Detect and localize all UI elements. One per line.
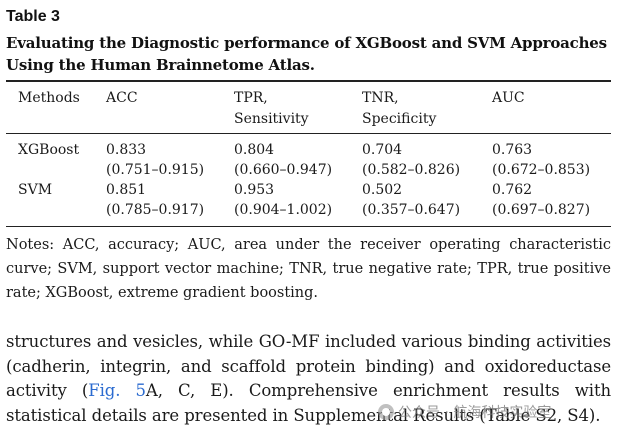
header-cell: Specificity [362,111,437,127]
ci-cell: (0.697–0.827) [492,202,591,218]
header-cell: Methods [18,90,80,106]
table-caption: Evaluating the Diagnostic performance of… [6,34,607,74]
header-cell: TPR, [234,90,268,106]
ci-cell: (0.751–0.915) [106,162,205,178]
table-bottom-rule [6,226,611,227]
method-cell: SVM [18,182,53,198]
ci-cell: (0.357–0.647) [362,202,461,218]
method-cell: XGBoost [18,142,80,158]
table-top-rule [6,80,611,82]
table-header-rule [6,133,611,134]
ci-cell: (0.904–1.002) [234,202,333,218]
header-cell: TNR, [362,90,399,106]
value-cell: 0.502 [362,182,403,198]
value-cell: 0.762 [492,182,533,198]
figure-link[interactable]: Fig. 5 [88,381,146,400]
body-paragraph: structures and vesicles, while GO-MF inc… [6,330,611,428]
ci-cell: (0.672–0.853) [492,162,591,178]
value-cell: 0.833 [106,142,147,158]
table-label: Table 3 [6,8,60,25]
value-cell: 0.953 [234,182,275,198]
watermark: 公众号 · 航海科技实验室 [378,402,551,422]
value-cell: 0.851 [106,182,147,198]
header-cell: ACC [106,90,138,106]
ci-cell: (0.785–0.917) [106,202,205,218]
header-cell: AUC [492,90,525,106]
ci-cell: (0.582–0.826) [362,162,461,178]
body-text-after-link: A, C, E). Comprehensive enrichment resul… [6,381,611,425]
value-cell: 0.763 [492,142,533,158]
header-cell: Sensitivity [234,111,309,127]
body-text-before-link: structures and vesicles, while GO-MF inc… [6,332,611,400]
value-cell: 0.804 [234,142,275,158]
wechat-icon [378,404,394,420]
table-notes: Notes: ACC, accuracy; AUC, area under th… [6,237,611,301]
watermark-text: 公众号 · 航海科技实验室 [398,405,552,421]
value-cell: 0.704 [362,142,403,158]
ci-cell: (0.660–0.947) [234,162,333,178]
